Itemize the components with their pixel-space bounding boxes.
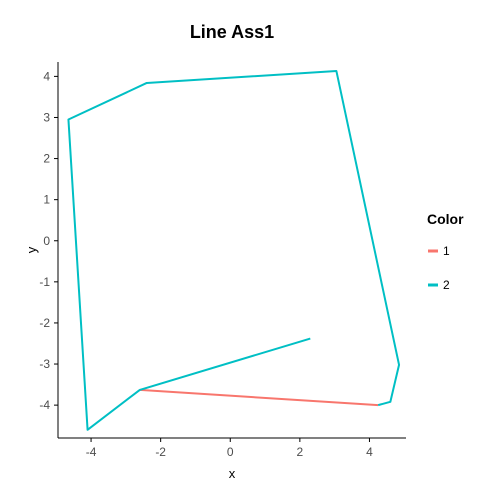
legend-label-1: 1 xyxy=(443,244,450,258)
x-tick-label: -4 xyxy=(86,445,97,459)
series-layer xyxy=(67,70,401,431)
y-tick-label: 4 xyxy=(43,69,50,83)
x-tick-label: 2 xyxy=(297,445,304,459)
series-line-1 xyxy=(139,388,379,407)
x-axis-label: x xyxy=(229,466,236,481)
legend-items: 12 xyxy=(428,244,450,292)
y-tick-label: -3 xyxy=(39,357,50,371)
y-tick-label: 2 xyxy=(43,152,50,166)
y-tick-label: -2 xyxy=(39,316,50,330)
y-tick-label: 3 xyxy=(43,110,50,124)
chart-title: Line Ass1 xyxy=(190,22,274,42)
y-ticks: -4 -3 -2 -1 0 1 2 3 4 xyxy=(39,69,58,412)
x-tick-label: -2 xyxy=(155,445,166,459)
y-tick-label: -4 xyxy=(39,398,50,412)
legend-title: Color xyxy=(427,211,464,227)
y-tick-label: 0 xyxy=(43,234,50,248)
y-axis-label: y xyxy=(24,246,39,253)
x-tick-label: 0 xyxy=(227,445,234,459)
legend: Color 12 xyxy=(427,211,464,292)
x-tick-label: 4 xyxy=(366,445,373,459)
series-line-2 xyxy=(67,70,401,431)
y-tick-label: -1 xyxy=(39,275,50,289)
legend-label-2: 2 xyxy=(443,278,450,292)
x-ticks: -4 -2 0 2 4 xyxy=(86,438,373,459)
y-tick-label: 1 xyxy=(43,193,50,207)
